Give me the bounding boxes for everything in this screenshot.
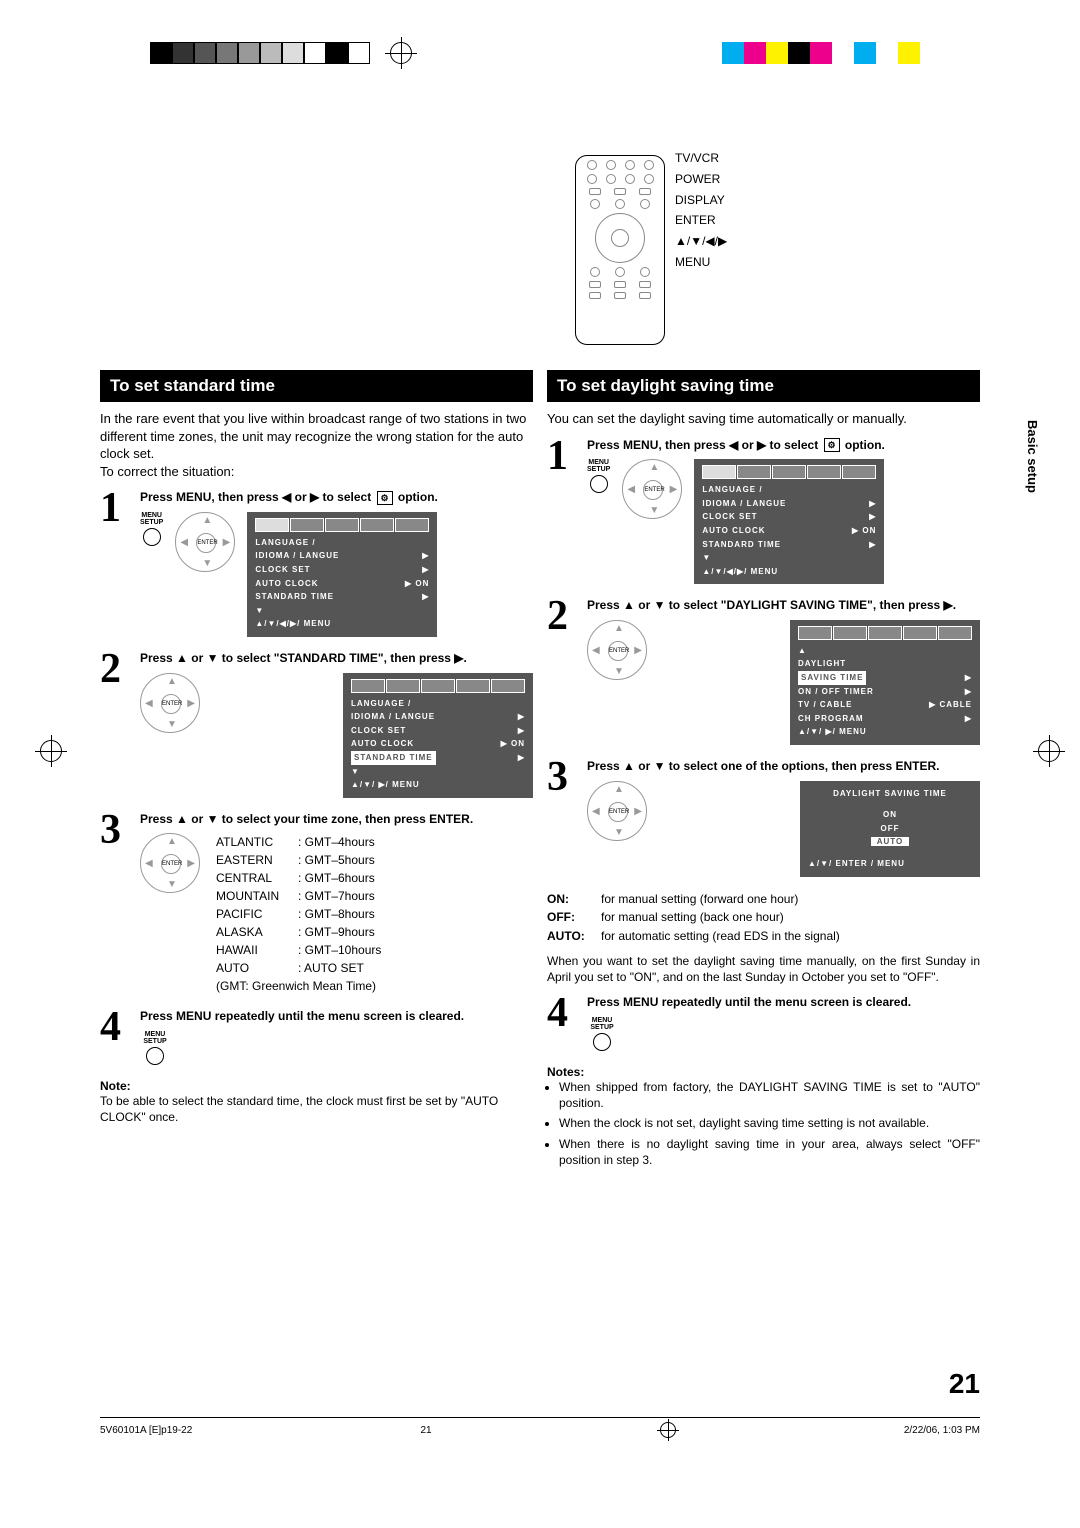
intro-text: In the rare event that you live within b…: [100, 410, 533, 480]
section-header: To set daylight saving time: [547, 370, 980, 402]
page-footer: 5V60101A [E]p19-22 21 2/22/06, 1:03 PM: [100, 1417, 980, 1438]
notes-heading: Notes:: [547, 1065, 980, 1079]
osd-screen: ▲DAYLIGHT SAVING TIME▶ON / OFF TIMER▶TV …: [790, 620, 980, 745]
dpad-icon: ENTER▲▼◀▶: [140, 673, 200, 733]
page-number: 21: [949, 1368, 980, 1400]
dpad-icon: ENTER▲▼◀▶: [587, 620, 647, 680]
menu-setup-button-icon: MENUSETUP: [140, 512, 163, 546]
option-icon: ⚙: [824, 438, 840, 452]
registration-mark-icon: [40, 740, 62, 762]
menu-setup-button-icon: MENUSETUP: [587, 459, 610, 493]
remote-label: POWER: [675, 171, 727, 188]
step-number: 2: [547, 598, 581, 745]
registration-mark-icon: [660, 1422, 676, 1438]
footer-timestamp: 2/22/06, 1:03 PM: [904, 1425, 980, 1436]
remote-label: TV/VCR: [675, 150, 727, 167]
dpad-icon: ENTER▲▼◀▶: [622, 459, 682, 519]
dpad-icon: ENTER▲▼◀▶: [587, 781, 647, 841]
option-definitions: ON:for manual setting (forward one hour)…: [547, 891, 980, 945]
registration-mark-icon: [390, 42, 412, 64]
standard-time-column: To set standard time In the rare event t…: [100, 370, 533, 1172]
note-heading: Note:: [100, 1079, 533, 1093]
remote-label: ▲/▼/◀/▶: [675, 233, 727, 250]
timezone-list: ATLANTIC: GMT–4hoursEASTERN: GMT–5hoursC…: [216, 833, 381, 995]
footer-filename: 5V60101A [E]p19-22: [100, 1425, 192, 1436]
step-2: 2 Press ▲ or ▼ to select "STANDARD TIME"…: [100, 651, 533, 798]
registration-mark-icon: [1038, 740, 1060, 762]
remote-label: MENU: [675, 254, 727, 271]
osd-screen: LANGUAGE / IDIOMA / LANGUE▶CLOCK SET▶AUT…: [343, 673, 533, 798]
section-header: To set standard time: [100, 370, 533, 402]
remote-label: DISPLAY: [675, 192, 727, 209]
step-3: 3 Press ▲ or ▼ to select your time zone,…: [100, 812, 533, 996]
section-side-label: Basic setup: [1025, 420, 1040, 493]
step-number: 1: [547, 438, 581, 585]
step-1: 1 Press MENU, then press ◀ or ▶ to selec…: [547, 438, 980, 585]
print-registration-bars: [0, 38, 1080, 68]
step-number: 4: [100, 1009, 134, 1065]
step-1: 1 Press MENU, then press ◀ or ▶ to selec…: [100, 490, 533, 637]
step-2: 2 Press ▲ or ▼ to select "DAYLIGHT SAVIN…: [547, 598, 980, 745]
step-4: 4 Press MENU repeatedly until the menu s…: [547, 995, 980, 1051]
intro-text: You can set the daylight saving time aut…: [547, 410, 980, 428]
step-number: 4: [547, 995, 581, 1051]
osd-screen: DAYLIGHT SAVING TIMEONOFFAUTO▲/▼/ ENTER …: [800, 781, 980, 877]
step-number: 1: [100, 490, 134, 637]
step-number: 2: [100, 651, 134, 798]
daylight-saving-column: To set daylight saving time You can set …: [547, 370, 980, 1172]
menu-setup-button-icon: MENUSETUP: [587, 1017, 617, 1051]
footer-page: 21: [420, 1425, 431, 1436]
step-3: 3 Press ▲ or ▼ to select one of the opti…: [547, 759, 980, 877]
option-icon: ⚙: [377, 491, 393, 505]
notes-list: When shipped from factory, the DAYLIGHT …: [547, 1079, 980, 1168]
osd-screen: LANGUAGE / IDIOMA / LANGUE▶CLOCK SET▶AUT…: [694, 459, 884, 584]
remote-control-diagram: TV/VCR POWER DISPLAY ENTER ▲/▼/◀/▶ MENU: [575, 150, 835, 360]
menu-setup-button-icon: MENUSETUP: [140, 1031, 170, 1065]
osd-screen: LANGUAGE / IDIOMA / LANGUE▶CLOCK SET▶AUT…: [247, 512, 437, 637]
step-4: 4 Press MENU repeatedly until the menu s…: [100, 1009, 533, 1065]
dpad-icon: ENTER▲▼◀▶: [175, 512, 235, 572]
dst-paragraph: When you want to set the daylight saving…: [547, 953, 980, 985]
note-body: To be able to select the standard time, …: [100, 1093, 533, 1125]
step-number: 3: [547, 759, 581, 877]
dpad-icon: ENTER▲▼◀▶: [140, 833, 200, 893]
step-number: 3: [100, 812, 134, 996]
remote-label: ENTER: [675, 212, 727, 229]
